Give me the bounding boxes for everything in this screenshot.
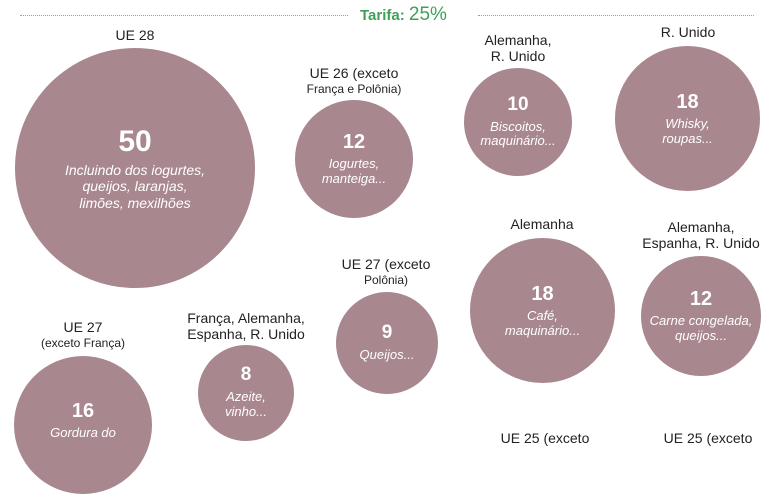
desc-line: maquinário... bbox=[480, 133, 556, 149]
region-line: França e Polônia) bbox=[306, 82, 402, 96]
bubble-alemanha-runido: 10 Biscoitos, maquinário... bbox=[464, 68, 572, 176]
group-label-alemanha: Alemanha bbox=[510, 216, 573, 232]
region-line: Alemanha, bbox=[667, 219, 735, 235]
tarifa-title: Tarifa: 25% bbox=[360, 4, 447, 26]
bubble-ue27-polonia: 9 Queijos... bbox=[336, 292, 438, 394]
desc-line: Azeite, bbox=[226, 388, 266, 404]
region-line: UE 26 (exceto bbox=[309, 65, 399, 81]
partial-label: UE 25 (exceto bbox=[500, 430, 590, 446]
tarifa-label: Tarifa: bbox=[360, 7, 405, 24]
desc-line: Whisky, bbox=[665, 115, 710, 131]
bubble-count: 10 bbox=[507, 93, 529, 115]
desc-line: Iogurtes, bbox=[328, 156, 380, 172]
bubble-ue27-franca: 16 Gordura do bbox=[14, 356, 152, 494]
desc-line: queijos... bbox=[674, 328, 728, 343]
region-line: Polônia) bbox=[363, 273, 409, 287]
group-label-ue28: UE 28 bbox=[116, 27, 155, 43]
bubble-franca-alemanha-espanha-runido: 8 Azeite, vinho... bbox=[198, 345, 294, 441]
desc-line: Queijos... bbox=[359, 346, 415, 362]
group-label-alemanha-espanha-runido: Alemanha, Espanha, R. Unido bbox=[642, 219, 760, 251]
bubble-description: Azeite, vinho... bbox=[225, 388, 267, 420]
bubble-count: 12 bbox=[342, 131, 366, 154]
desc-line: manteiga... bbox=[321, 171, 387, 186]
desc-line: Gordura do bbox=[50, 425, 116, 440]
desc-line: roupas... bbox=[662, 130, 713, 146]
bubble-description: Biscoitos, maquinário... bbox=[480, 118, 556, 150]
bubble-count: 9 bbox=[381, 322, 393, 344]
bubble-ue26: 12 Iogurtes, manteiga... bbox=[295, 100, 413, 218]
group-label-ue27-polonia: UE 27 (exceto Polônia) bbox=[342, 256, 431, 288]
region-line: Alemanha bbox=[510, 216, 574, 232]
bubble-count: 18 bbox=[531, 282, 554, 305]
desc-line: Carne congelada, bbox=[649, 313, 753, 329]
tarifa-value: 25% bbox=[408, 4, 447, 25]
group-label-franca-alemanha-espanha-runido: França, Alemanha, Espanha, R. Unido bbox=[187, 310, 305, 342]
group-label-ue27-franca: UE 27 (exceto França) bbox=[41, 319, 125, 351]
header-rule-left bbox=[20, 15, 348, 16]
header: Tarifa: 25% bbox=[0, 2, 778, 28]
bubble-count: 18 bbox=[676, 90, 699, 113]
region-line: UE 27 bbox=[63, 319, 103, 335]
group-label-ue26: UE 26 (exceto França e Polônia) bbox=[307, 65, 402, 97]
region-line: França, Alemanha, bbox=[187, 310, 305, 326]
bubble-description: Café, maquinário... bbox=[504, 307, 581, 339]
bubble-ue28: 50 Incluindo dos iogurtes, queijos, lara… bbox=[15, 48, 255, 288]
region-line: UE 28 bbox=[115, 27, 155, 43]
bubble-description: Gordura do bbox=[50, 425, 116, 441]
group-label-alemanha-runido: Alemanha, R. Unido bbox=[485, 32, 552, 64]
bubble-alemanha: 18 Café, maquinário... bbox=[470, 238, 615, 383]
desc-line: Incluindo dos iogurtes, bbox=[64, 162, 206, 179]
region-line: UE 27 (exceto bbox=[341, 256, 431, 272]
bubble-count: 8 bbox=[240, 364, 252, 385]
desc-line: vinho... bbox=[225, 403, 267, 419]
region-line: R. Unido bbox=[660, 24, 716, 40]
region-line: Espanha, R. Unido bbox=[187, 326, 305, 342]
region-line: Espanha, R. Unido bbox=[642, 235, 760, 251]
region-line: Alemanha, bbox=[484, 32, 552, 48]
bubble-description: Carne congelada, queijos... bbox=[649, 313, 753, 344]
bubble-description: Queijos... bbox=[359, 346, 415, 363]
bubble-description: Incluindo dos iogurtes, queijos, laranja… bbox=[65, 162, 205, 210]
bubble-runido: 18 Whisky, roupas... bbox=[615, 46, 760, 191]
group-label-runido: R. Unido bbox=[661, 24, 715, 40]
bubble-count: 50 bbox=[118, 125, 152, 159]
bubble-count: 16 bbox=[71, 400, 95, 422]
header-rule-right bbox=[478, 15, 754, 16]
bubble-description: Whisky, roupas... bbox=[662, 115, 713, 147]
desc-line: maquinário... bbox=[504, 322, 581, 338]
desc-line: Biscoitos, bbox=[490, 118, 546, 134]
partial-label: UE 25 (exceto bbox=[663, 430, 753, 446]
region-line: R. Unido bbox=[490, 48, 546, 64]
desc-line: queijos, laranjas, bbox=[82, 178, 188, 195]
desc-line: Café, bbox=[526, 307, 559, 323]
bubble-alemanha-espanha-runido: 12 Carne congelada, queijos... bbox=[641, 256, 761, 376]
bubble-description: Iogurtes, manteiga... bbox=[321, 156, 387, 187]
region-line: (exceto França) bbox=[40, 336, 126, 350]
bubble-count: 12 bbox=[689, 288, 713, 311]
desc-line: limões, mexilhões bbox=[79, 194, 191, 211]
